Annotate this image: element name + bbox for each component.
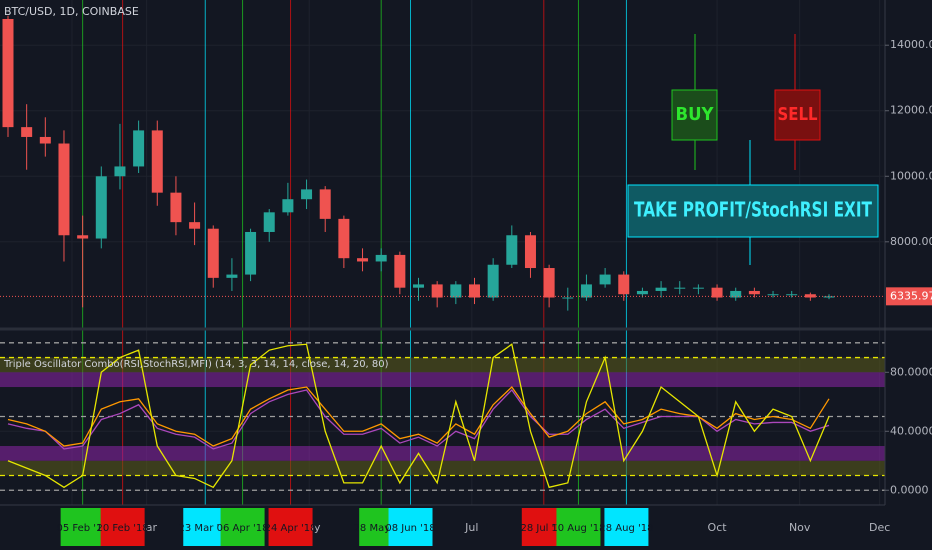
y-tick-label: 80.0000 (890, 365, 932, 378)
take-profit-annotation: TAKE PROFIT/StochRSI EXIT (634, 198, 872, 222)
band (0, 460, 885, 476)
candle-body (599, 274, 611, 285)
x-tick-label: Jul (464, 521, 478, 534)
signal-label: 28 May '18 (354, 523, 409, 534)
candle-body (375, 254, 387, 262)
candle-body (618, 274, 630, 295)
oscillator-line (7, 386, 830, 447)
signal-label: 05 Feb '18 (57, 523, 109, 534)
candle-body (151, 130, 163, 193)
candle-body (468, 284, 480, 298)
candle-body (58, 143, 70, 236)
signal-label-box (388, 508, 433, 546)
candle-body (674, 287, 686, 289)
candle-body (301, 189, 313, 200)
candle-body (524, 235, 536, 269)
candle-body (319, 189, 331, 219)
signal-label: 23 Mar '18 (179, 523, 232, 534)
candle-body (207, 228, 219, 278)
x-tick-label: Oct (708, 521, 728, 534)
y-tick-label: 40.0000 (890, 424, 932, 437)
candle-body (263, 212, 275, 232)
buy-box (671, 89, 718, 141)
candle-body (95, 176, 107, 239)
candle-body (282, 199, 294, 213)
candle-body (562, 297, 574, 299)
price-title: BTC/USD, 1D, COINBASE (4, 5, 139, 18)
signal-label-box (220, 508, 265, 546)
candle-body (338, 218, 350, 259)
candle-body (77, 235, 89, 239)
candle-body (767, 294, 779, 296)
oscillator-title: Triple Oscillator Combo(RSI,StochRSI,MFI… (3, 359, 389, 370)
y-tick-label: 14000.00 (890, 38, 932, 51)
candle-body (748, 290, 760, 295)
last-price-label: 6335.97 (890, 289, 932, 302)
candle-body (2, 19, 14, 128)
signal-label: 10 Aug '18 (551, 523, 605, 534)
signal-label: 24 Apr '18 (265, 523, 317, 534)
candle-body (711, 287, 723, 298)
candle-body (226, 274, 238, 278)
candle-body (450, 284, 462, 298)
y-tick-label: 10000.00 (890, 169, 932, 182)
signal-label: 20 Feb '18 (96, 523, 148, 534)
candle-body (189, 222, 201, 229)
last-price-box (886, 287, 932, 306)
candle-body (636, 290, 648, 295)
signal-label-box (100, 508, 145, 546)
candle-body (506, 235, 518, 265)
x-tick-label: Dec (869, 521, 890, 534)
candle-body (133, 130, 145, 167)
y-tick-label: 12000.00 (890, 104, 932, 117)
take-profit-box (627, 184, 879, 238)
candle-body (245, 231, 257, 275)
band (0, 372, 885, 388)
candle-body (692, 287, 704, 289)
signal-label: 06 Apr '18 (217, 523, 269, 534)
candle-body (730, 290, 742, 298)
candle-body (357, 258, 369, 262)
buy-annotation: BUY (676, 104, 715, 125)
candle-body (786, 294, 798, 296)
candle-body (39, 136, 51, 144)
signal-label-box (60, 508, 105, 546)
signal-label-box (604, 508, 649, 546)
candle-body (655, 287, 667, 291)
signal-label: 28 Jul '18 (520, 523, 567, 534)
sell-annotation: SELL (778, 104, 818, 125)
band (0, 357, 885, 373)
candle-body (580, 284, 592, 298)
candle-body (170, 192, 182, 223)
candle-body (21, 127, 33, 137)
candle-body (413, 284, 425, 288)
oscillator-line (7, 343, 830, 489)
candle-body (823, 296, 835, 298)
y-tick-label: 8000.00 (890, 235, 932, 248)
oscillator-line (7, 388, 830, 450)
candle-body (394, 254, 406, 288)
candle-body (114, 166, 126, 177)
candle-body (543, 268, 555, 298)
y-tick-label: 0.0000 (890, 483, 929, 496)
signal-label-box (268, 508, 313, 546)
signal-label: 08 Jun '18 (385, 523, 435, 534)
signal-label-box (183, 508, 228, 546)
candle-body (431, 284, 443, 298)
band (0, 446, 885, 461)
sell-box (774, 89, 821, 141)
signal-label-box (556, 508, 601, 546)
x-tick-label: Nov (789, 521, 811, 534)
candle-body (487, 264, 499, 298)
signal-label: 28 Aug '18 (599, 523, 653, 534)
